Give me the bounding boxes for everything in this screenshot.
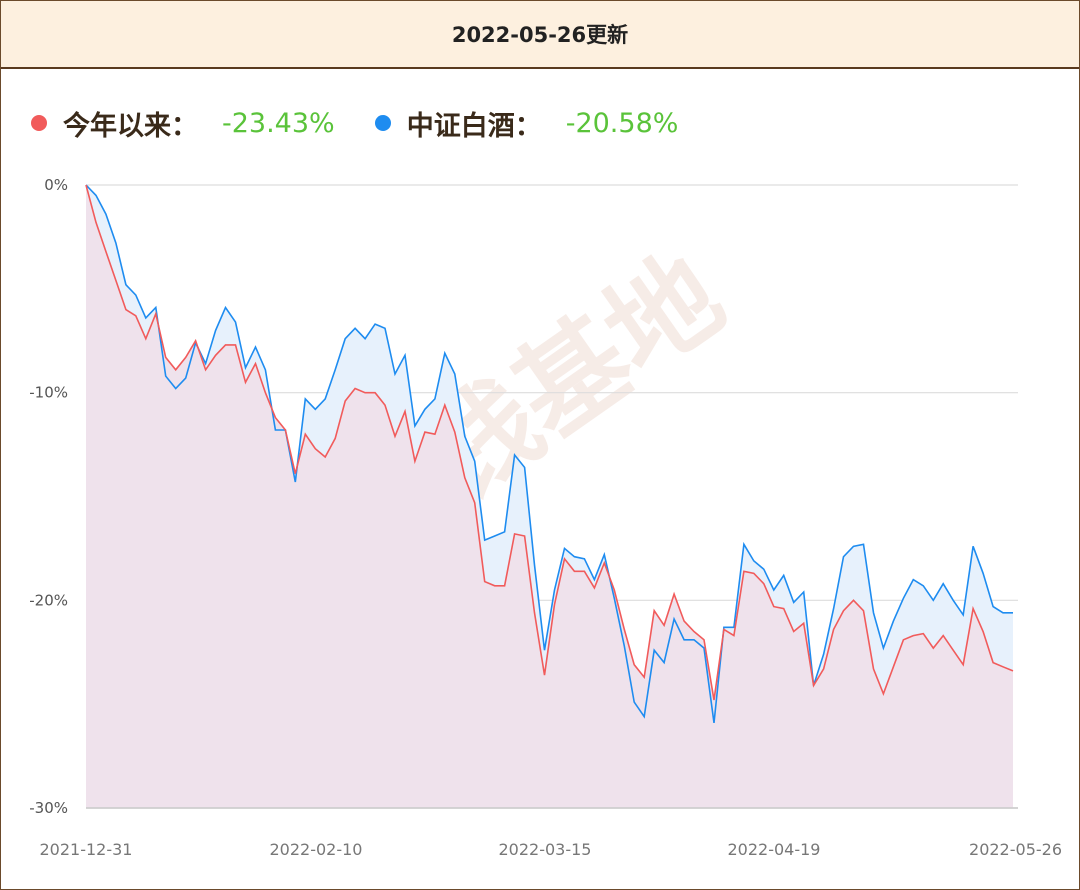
x-tick-label: 2022-05-26 (969, 840, 1062, 859)
series-line-index (85, 184, 1013, 724)
legend-value-ytd: -23.43% (222, 107, 335, 139)
y-tick-label: -10% (29, 384, 68, 402)
legend-dot-red (31, 115, 47, 131)
series-line-ytd (85, 184, 1014, 701)
y-tick-label: -20% (29, 591, 68, 609)
x-tick-label: 2022-03-15 (499, 840, 592, 859)
legend-item-ytd: 今年以来： -23.43% (31, 104, 335, 143)
y-tick-label: -30% (29, 799, 68, 817)
header-bar: 2022-05-26更新 (1, 1, 1079, 69)
x-tick-label: 2022-04-19 (728, 840, 821, 859)
area-ytd (86, 185, 1013, 808)
legend-dot-blue (374, 115, 391, 131)
x-tick-label: 2021-12-31 (40, 840, 133, 859)
legend-value-index: -20.58% (565, 107, 679, 139)
legend-item-index: 中证白酒： -20.58% (374, 104, 679, 143)
legend-label-ytd: 今年以来： (63, 110, 198, 142)
x-tick-label: 2022-02-10 (270, 840, 363, 859)
legend: 今年以来： -23.43% 中证白酒： -20.58% (31, 103, 718, 143)
update-date-title: 2022-05-26更新 (451, 23, 629, 47)
y-tick-label: 0% (44, 176, 68, 194)
legend-label-index: 中证白酒： (406, 110, 542, 142)
